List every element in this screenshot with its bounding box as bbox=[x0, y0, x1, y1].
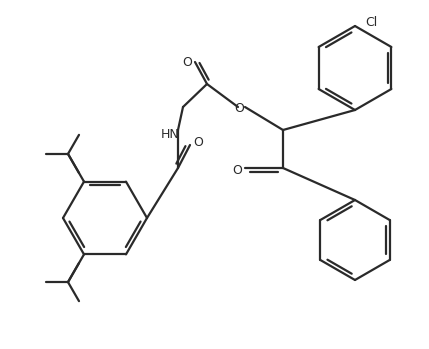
Text: HN: HN bbox=[160, 127, 179, 141]
Text: Cl: Cl bbox=[365, 15, 377, 29]
Text: O: O bbox=[232, 163, 242, 177]
Text: O: O bbox=[182, 55, 192, 68]
Text: O: O bbox=[234, 103, 244, 116]
Text: O: O bbox=[193, 136, 203, 149]
